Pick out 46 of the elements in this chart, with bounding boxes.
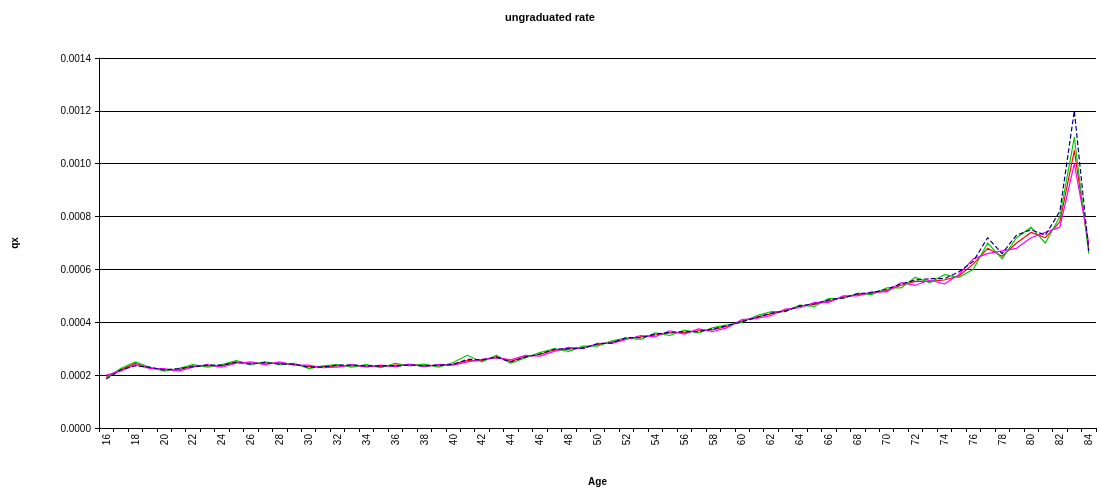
- x-tick-label: 80: [1025, 433, 1037, 446]
- x-tick-label: 52: [620, 433, 632, 446]
- x-tick-label: 64: [794, 433, 806, 446]
- x-tick-label: 72: [909, 433, 921, 446]
- x-tick-label: 42: [476, 433, 488, 446]
- y-tick-label: 0.0004: [60, 316, 92, 328]
- x-tick-label: 62: [765, 433, 777, 446]
- x-tick-label: 66: [823, 433, 835, 446]
- x-tick-label: 36: [389, 433, 401, 446]
- x-tick-label: 82: [1054, 433, 1066, 446]
- x-tick-label: 46: [534, 433, 546, 446]
- y-tick-label: 0.0008: [60, 211, 92, 223]
- x-tick-label: 56: [678, 433, 690, 446]
- x-tick-label: 54: [649, 433, 661, 446]
- x-tick-label: 40: [447, 433, 459, 446]
- x-tick-label: 38: [418, 433, 430, 446]
- y-tick-label: 0.0006: [60, 263, 92, 275]
- x-tick-label: 44: [505, 433, 517, 446]
- y-tick-label: 0.0010: [60, 158, 92, 170]
- x-tick-label: 76: [967, 433, 979, 446]
- x-tick-label: 34: [360, 433, 372, 446]
- chart-title: ungraduated rate: [505, 10, 595, 23]
- x-axis-title: Age: [588, 475, 608, 487]
- x-tick-label: 26: [245, 433, 257, 446]
- x-tick-label: 16: [100, 433, 112, 446]
- x-tick-label: 70: [880, 433, 892, 446]
- x-tick-label: 74: [938, 433, 950, 446]
- y-axis-title: qx: [8, 236, 20, 249]
- x-tick-label: 24: [216, 433, 228, 446]
- x-tick-label: 68: [852, 433, 864, 446]
- x-tick-label: 30: [303, 433, 315, 446]
- x-tick-label: 78: [996, 433, 1008, 446]
- x-tick-label: 84: [1083, 433, 1095, 446]
- y-tick-label: 0.0002: [60, 369, 92, 381]
- x-tick-label: 32: [331, 433, 343, 446]
- y-tick-label: 0.0014: [60, 52, 92, 64]
- y-tick-label: 0.0000: [60, 422, 92, 434]
- x-tick-label: 58: [707, 433, 719, 446]
- x-tick-label: 48: [563, 433, 575, 446]
- x-tick-label: 60: [736, 433, 748, 446]
- x-tick-label: 50: [592, 433, 603, 446]
- x-tick-label: 28: [274, 433, 286, 446]
- x-tick-label: 20: [158, 433, 170, 446]
- x-tick-label: 22: [187, 433, 199, 446]
- y-tick-label: 0.0012: [60, 105, 92, 117]
- x-tick-label: 18: [129, 433, 141, 446]
